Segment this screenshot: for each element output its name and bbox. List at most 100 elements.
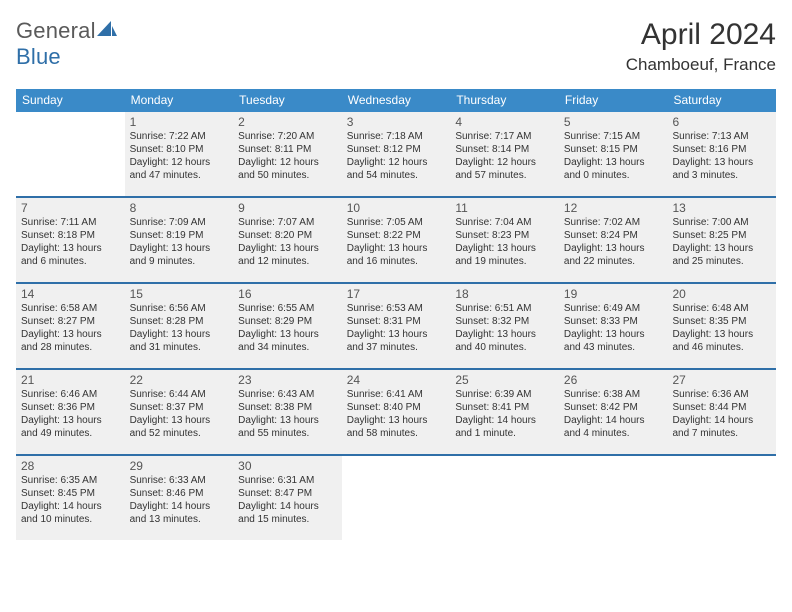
day-number: 15	[130, 287, 229, 302]
day-number: 19	[564, 287, 663, 302]
dow-cell: Friday	[559, 89, 668, 112]
day-info-line: Sunset: 8:20 PM	[238, 230, 337, 243]
day-number: 22	[130, 373, 229, 388]
day-cell: 18Sunrise: 6:51 AMSunset: 8:32 PMDayligh…	[450, 284, 559, 368]
day-number: 26	[564, 373, 663, 388]
day-info-line: Sunrise: 7:00 AM	[672, 217, 771, 230]
day-info-line: Daylight: 13 hours and 6 minutes.	[21, 243, 120, 269]
day-number: 12	[564, 201, 663, 216]
week-row: 28Sunrise: 6:35 AMSunset: 8:45 PMDayligh…	[16, 456, 776, 540]
day-cell: 19Sunrise: 6:49 AMSunset: 8:33 PMDayligh…	[559, 284, 668, 368]
empty-cell	[16, 112, 125, 196]
day-info-line: Sunset: 8:25 PM	[672, 230, 771, 243]
day-number: 30	[238, 459, 337, 474]
day-info-line: Daylight: 13 hours and 31 minutes.	[130, 329, 229, 355]
day-cell: 20Sunrise: 6:48 AMSunset: 8:35 PMDayligh…	[667, 284, 776, 368]
title-block: April 2024 Chamboeuf, France	[626, 18, 776, 75]
day-cell: 27Sunrise: 6:36 AMSunset: 8:44 PMDayligh…	[667, 370, 776, 454]
day-cell: 12Sunrise: 7:02 AMSunset: 8:24 PMDayligh…	[559, 198, 668, 282]
day-cell: 10Sunrise: 7:05 AMSunset: 8:22 PMDayligh…	[342, 198, 451, 282]
day-number: 29	[130, 459, 229, 474]
day-number: 18	[455, 287, 554, 302]
empty-cell	[667, 456, 776, 540]
day-cell: 28Sunrise: 6:35 AMSunset: 8:45 PMDayligh…	[16, 456, 125, 540]
day-cell: 13Sunrise: 7:00 AMSunset: 8:25 PMDayligh…	[667, 198, 776, 282]
day-info-line: Sunset: 8:18 PM	[21, 230, 120, 243]
day-info-line: Sunrise: 6:53 AM	[347, 303, 446, 316]
empty-cell	[450, 456, 559, 540]
day-number: 24	[347, 373, 446, 388]
day-info-line: Sunrise: 7:05 AM	[347, 217, 446, 230]
dow-cell: Monday	[125, 89, 234, 112]
day-info-line: Daylight: 13 hours and 25 minutes.	[672, 243, 771, 269]
day-info-line: Sunset: 8:46 PM	[130, 488, 229, 501]
day-info-line: Sunset: 8:40 PM	[347, 402, 446, 415]
day-info-line: Sunrise: 7:15 AM	[564, 131, 663, 144]
logo-text: GeneralBlue	[16, 18, 118, 70]
week-row: 21Sunrise: 6:46 AMSunset: 8:36 PMDayligh…	[16, 370, 776, 456]
day-info-line: Daylight: 13 hours and 34 minutes.	[238, 329, 337, 355]
dow-cell: Thursday	[450, 89, 559, 112]
day-info-line: Sunrise: 7:22 AM	[130, 131, 229, 144]
day-info-line: Daylight: 13 hours and 46 minutes.	[672, 329, 771, 355]
day-info-line: Sunset: 8:22 PM	[347, 230, 446, 243]
day-info-line: Sunrise: 6:56 AM	[130, 303, 229, 316]
day-info-line: Sunrise: 6:55 AM	[238, 303, 337, 316]
day-cell: 7Sunrise: 7:11 AMSunset: 8:18 PMDaylight…	[16, 198, 125, 282]
day-number: 23	[238, 373, 337, 388]
day-number: 21	[21, 373, 120, 388]
day-info-line: Daylight: 12 hours and 57 minutes.	[455, 157, 554, 183]
day-info-line: Sunrise: 7:09 AM	[130, 217, 229, 230]
day-cell: 24Sunrise: 6:41 AMSunset: 8:40 PMDayligh…	[342, 370, 451, 454]
day-number: 10	[347, 201, 446, 216]
day-number: 14	[21, 287, 120, 302]
day-cell: 9Sunrise: 7:07 AMSunset: 8:20 PMDaylight…	[233, 198, 342, 282]
day-info-line: Sunrise: 6:51 AM	[455, 303, 554, 316]
day-info-line: Sunset: 8:14 PM	[455, 144, 554, 157]
day-info-line: Sunrise: 6:39 AM	[455, 389, 554, 402]
day-info-line: Sunrise: 6:58 AM	[21, 303, 120, 316]
day-info-line: Sunset: 8:27 PM	[21, 316, 120, 329]
day-info-line: Sunset: 8:15 PM	[564, 144, 663, 157]
day-info-line: Daylight: 13 hours and 55 minutes.	[238, 415, 337, 441]
day-info-line: Sunrise: 6:36 AM	[672, 389, 771, 402]
page-title: April 2024	[626, 18, 776, 51]
day-info-line: Sunset: 8:24 PM	[564, 230, 663, 243]
day-info-line: Sunset: 8:11 PM	[238, 144, 337, 157]
day-number: 5	[564, 115, 663, 130]
logo: GeneralBlue	[16, 18, 118, 70]
day-number: 28	[21, 459, 120, 474]
day-info-line: Sunrise: 6:46 AM	[21, 389, 120, 402]
day-number: 27	[672, 373, 771, 388]
empty-cell	[559, 456, 668, 540]
day-cell: 5Sunrise: 7:15 AMSunset: 8:15 PMDaylight…	[559, 112, 668, 196]
day-number: 9	[238, 201, 337, 216]
day-info-line: Sunset: 8:31 PM	[347, 316, 446, 329]
day-cell: 16Sunrise: 6:55 AMSunset: 8:29 PMDayligh…	[233, 284, 342, 368]
day-info-line: Daylight: 12 hours and 47 minutes.	[130, 157, 229, 183]
day-info-line: Daylight: 13 hours and 9 minutes.	[130, 243, 229, 269]
day-info-line: Sunrise: 6:31 AM	[238, 475, 337, 488]
day-info-line: Sunset: 8:42 PM	[564, 402, 663, 415]
day-number: 25	[455, 373, 554, 388]
day-info-line: Sunrise: 6:43 AM	[238, 389, 337, 402]
day-info-line: Sunset: 8:19 PM	[130, 230, 229, 243]
day-number: 6	[672, 115, 771, 130]
day-info-line: Daylight: 13 hours and 0 minutes.	[564, 157, 663, 183]
week-row: 1Sunrise: 7:22 AMSunset: 8:10 PMDaylight…	[16, 112, 776, 198]
day-number: 7	[21, 201, 120, 216]
day-info-line: Sunset: 8:32 PM	[455, 316, 554, 329]
dow-cell: Tuesday	[233, 89, 342, 112]
day-info-line: Daylight: 12 hours and 54 minutes.	[347, 157, 446, 183]
day-info-line: Daylight: 13 hours and 19 minutes.	[455, 243, 554, 269]
week-row: 7Sunrise: 7:11 AMSunset: 8:18 PMDaylight…	[16, 198, 776, 284]
day-info-line: Sunset: 8:16 PM	[672, 144, 771, 157]
day-info-line: Sunrise: 6:41 AM	[347, 389, 446, 402]
day-info-line: Sunrise: 6:49 AM	[564, 303, 663, 316]
dow-cell: Wednesday	[342, 89, 451, 112]
day-info-line: Daylight: 14 hours and 10 minutes.	[21, 501, 120, 527]
day-cell: 25Sunrise: 6:39 AMSunset: 8:41 PMDayligh…	[450, 370, 559, 454]
day-info-line: Daylight: 12 hours and 50 minutes.	[238, 157, 337, 183]
day-cell: 26Sunrise: 6:38 AMSunset: 8:42 PMDayligh…	[559, 370, 668, 454]
calendar: SundayMondayTuesdayWednesdayThursdayFrid…	[16, 89, 776, 540]
